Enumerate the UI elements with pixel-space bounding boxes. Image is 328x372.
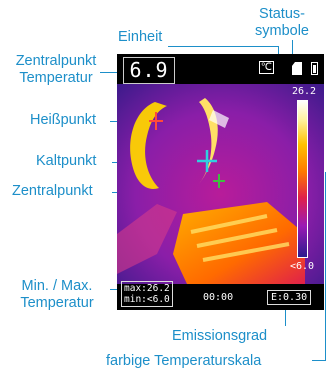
hotspot-marker	[149, 112, 163, 130]
status-leader	[292, 40, 293, 58]
scale-min-label: <6.0	[290, 261, 315, 272]
scale-max-label: 26.2	[292, 86, 317, 97]
center-marker	[213, 174, 225, 188]
center-temperature-readout: 6.9	[123, 57, 175, 84]
center-temp-label: Zentralpunkt Temperatur	[15, 53, 97, 86]
coldspot-label: Kaltpunkt	[36, 153, 97, 169]
thermal-camera-screen: 6.9 ℃ 26.2 <6.0 max:26.2 min:<6.0 00:00 …	[117, 54, 324, 310]
emissivity-readout: E:0.30	[267, 290, 312, 305]
emissivity-label: Emissionsgrad	[172, 328, 268, 344]
minmax-leader	[110, 289, 120, 290]
min-readout: min:<6.0	[124, 294, 170, 305]
coldspot-marker	[197, 150, 217, 172]
centerpoint-label: Zentralpunkt	[12, 183, 93, 199]
emissivity-leader	[285, 304, 286, 326]
center-temp-leader	[100, 72, 122, 73]
battery-icon	[311, 62, 318, 75]
unit-leader-down	[278, 46, 279, 60]
thermal-image	[117, 84, 324, 284]
minmax-readout: max:26.2 min:<6.0	[121, 281, 173, 307]
time-readout: 00:00	[203, 292, 234, 303]
sd-card-icon	[292, 62, 302, 75]
color-scale-leader-up	[325, 172, 326, 361]
color-scale-label: farbige Temperaturskala	[106, 353, 262, 369]
unit-label: Einheit	[118, 29, 163, 45]
unit-leader	[168, 46, 278, 47]
celsius-icon: ℃	[258, 61, 274, 74]
color-scale-leader	[312, 360, 326, 361]
hotspot-label: Heißpunkt	[30, 112, 97, 128]
status-icons-label: Status- symbole	[255, 6, 309, 39]
minmax-label: Min. / Max. Temperatur	[20, 278, 94, 311]
color-temperature-scale	[297, 100, 308, 258]
max-readout: max:26.2	[124, 283, 170, 294]
